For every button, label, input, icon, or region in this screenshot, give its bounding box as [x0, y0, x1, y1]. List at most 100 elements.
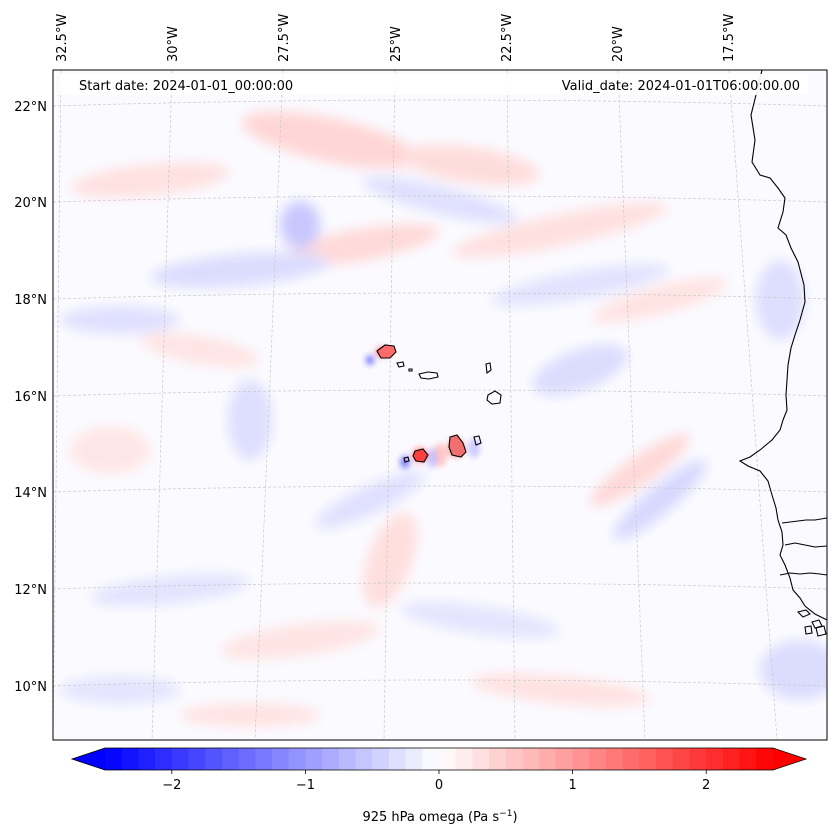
omega-neg-blob [228, 380, 272, 460]
gridline-lat [53, 292, 827, 300]
island-brava [403, 456, 410, 463]
omega-neg-blob [315, 471, 425, 529]
coastline-gambia-river [781, 517, 827, 524]
colorbar-segment [622, 748, 640, 770]
lon-label: 17.5°W [722, 14, 737, 62]
colorbar-segment [138, 748, 156, 770]
omega-neg-blob [400, 602, 560, 638]
island-boa-vista [486, 390, 502, 405]
omega-pos-blob [140, 332, 260, 368]
omega-strong-neg [468, 438, 480, 458]
island-sao-nicolau [418, 371, 439, 380]
valid-date-label: Valid_date: 2024-01-01T06:00:00.00 [562, 79, 800, 94]
omega-neg-blob [532, 344, 628, 396]
colorbar-tick-label: 2 [702, 778, 710, 793]
omega-pos-blob [70, 426, 150, 474]
colorbar-segment [405, 748, 423, 770]
colorbar-segment [572, 748, 590, 770]
omega-neg-blob [362, 176, 518, 224]
omega-neg-blob [613, 459, 707, 541]
island-sao-vicente [396, 361, 405, 368]
colorbar-segment [489, 748, 507, 770]
colorbar-segment [689, 748, 707, 770]
gridline-lat [53, 389, 827, 397]
header-strip [60, 74, 808, 95]
omega-neg-blob [756, 260, 804, 340]
gridline-lat [53, 679, 827, 687]
colorbar-segment [171, 748, 190, 770]
omega-neg-blob [60, 306, 180, 334]
colorbar-segments [72, 748, 806, 770]
colorbar-segment [606, 748, 624, 770]
map-frame [52, 69, 828, 741]
omega-pos-blob [592, 277, 728, 323]
coastline-senegal-estuary [784, 542, 827, 548]
coastline [738, 70, 827, 637]
colorbar-ticks: −2 −1 0 1 2 [162, 770, 710, 793]
colorbar-segment [305, 748, 323, 770]
omega-pos-blob [470, 673, 650, 707]
colorbar-segment [656, 748, 674, 770]
gridline-lon [506, 70, 516, 740]
gridline-lon [617, 70, 646, 740]
colorbar-segment [756, 748, 774, 770]
omega-neg-blob [60, 676, 180, 704]
lat-label: 20°N [14, 196, 47, 211]
lat-label: 10°N [14, 680, 47, 695]
colorbar-segment [322, 748, 340, 770]
gridline-lon [728, 70, 778, 740]
colorbar-segment [221, 748, 240, 770]
island-santiago [448, 434, 467, 458]
colorbar-segment [472, 748, 490, 770]
gridline-lon [254, 70, 284, 740]
longitude-labels: 32.5°W 30°W 27.5°W 25°W 22.5°W 20°W 17.5… [55, 14, 737, 62]
gridline-lat [53, 485, 827, 493]
coastline-casamance [779, 572, 827, 576]
omega-field [60, 111, 827, 727]
start-date-label: Start date: 2024-01-01_00:00:00 [79, 79, 293, 94]
colorbar-outline [70, 747, 808, 771]
lat-label: 16°N [14, 390, 47, 405]
omega-strong-neg [363, 352, 377, 368]
graticule [53, 70, 827, 740]
colorbar-segment [439, 748, 457, 770]
colorbar-extend-high [773, 748, 806, 770]
colorbar-segment [288, 748, 306, 770]
omega-pos-blob [241, 111, 419, 169]
gridline-lon [53, 70, 62, 740]
omega-pos-blob [220, 620, 380, 660]
colorbar-segment [338, 748, 357, 770]
lon-label: 20°W [611, 26, 626, 62]
colorbar-segment [155, 748, 173, 770]
map-panel [53, 70, 827, 740]
colorbar-segment [372, 748, 390, 770]
colorbar-tick-label: 0 [435, 778, 443, 793]
lat-label: 12°N [14, 583, 47, 598]
cape-verde-islands [376, 344, 502, 463]
gridline-lat [53, 195, 827, 203]
coastline-northwest-africa [738, 70, 827, 621]
lon-label: 25°W [389, 26, 404, 62]
colorbar-segment [722, 748, 741, 770]
gridline-lat [53, 582, 827, 590]
colorbar-segment [639, 748, 657, 770]
omega-neg-blob [491, 264, 669, 306]
colorbar-segment [422, 748, 440, 770]
lat-label: 22°N [14, 100, 47, 115]
colorbar-segment [105, 748, 123, 770]
colorbar-segment [255, 748, 273, 770]
lon-label: 32.5°W [55, 14, 70, 62]
colorbar-segment [205, 748, 223, 770]
omega-neg-blob [280, 201, 320, 249]
colorbar-tick-label: −1 [296, 778, 315, 793]
colorbar-segment [388, 748, 407, 770]
colorbar-tick-label: 1 [568, 778, 576, 793]
lon-label: 30°W [166, 26, 181, 62]
lat-label: 18°N [14, 293, 47, 308]
lon-label: 22.5°W [500, 14, 515, 62]
island-maio [473, 435, 482, 446]
colorbar-segment [672, 748, 691, 770]
colorbar-segment [188, 748, 206, 770]
gridline-lon [383, 70, 396, 740]
omega-pos-blob [180, 703, 320, 727]
